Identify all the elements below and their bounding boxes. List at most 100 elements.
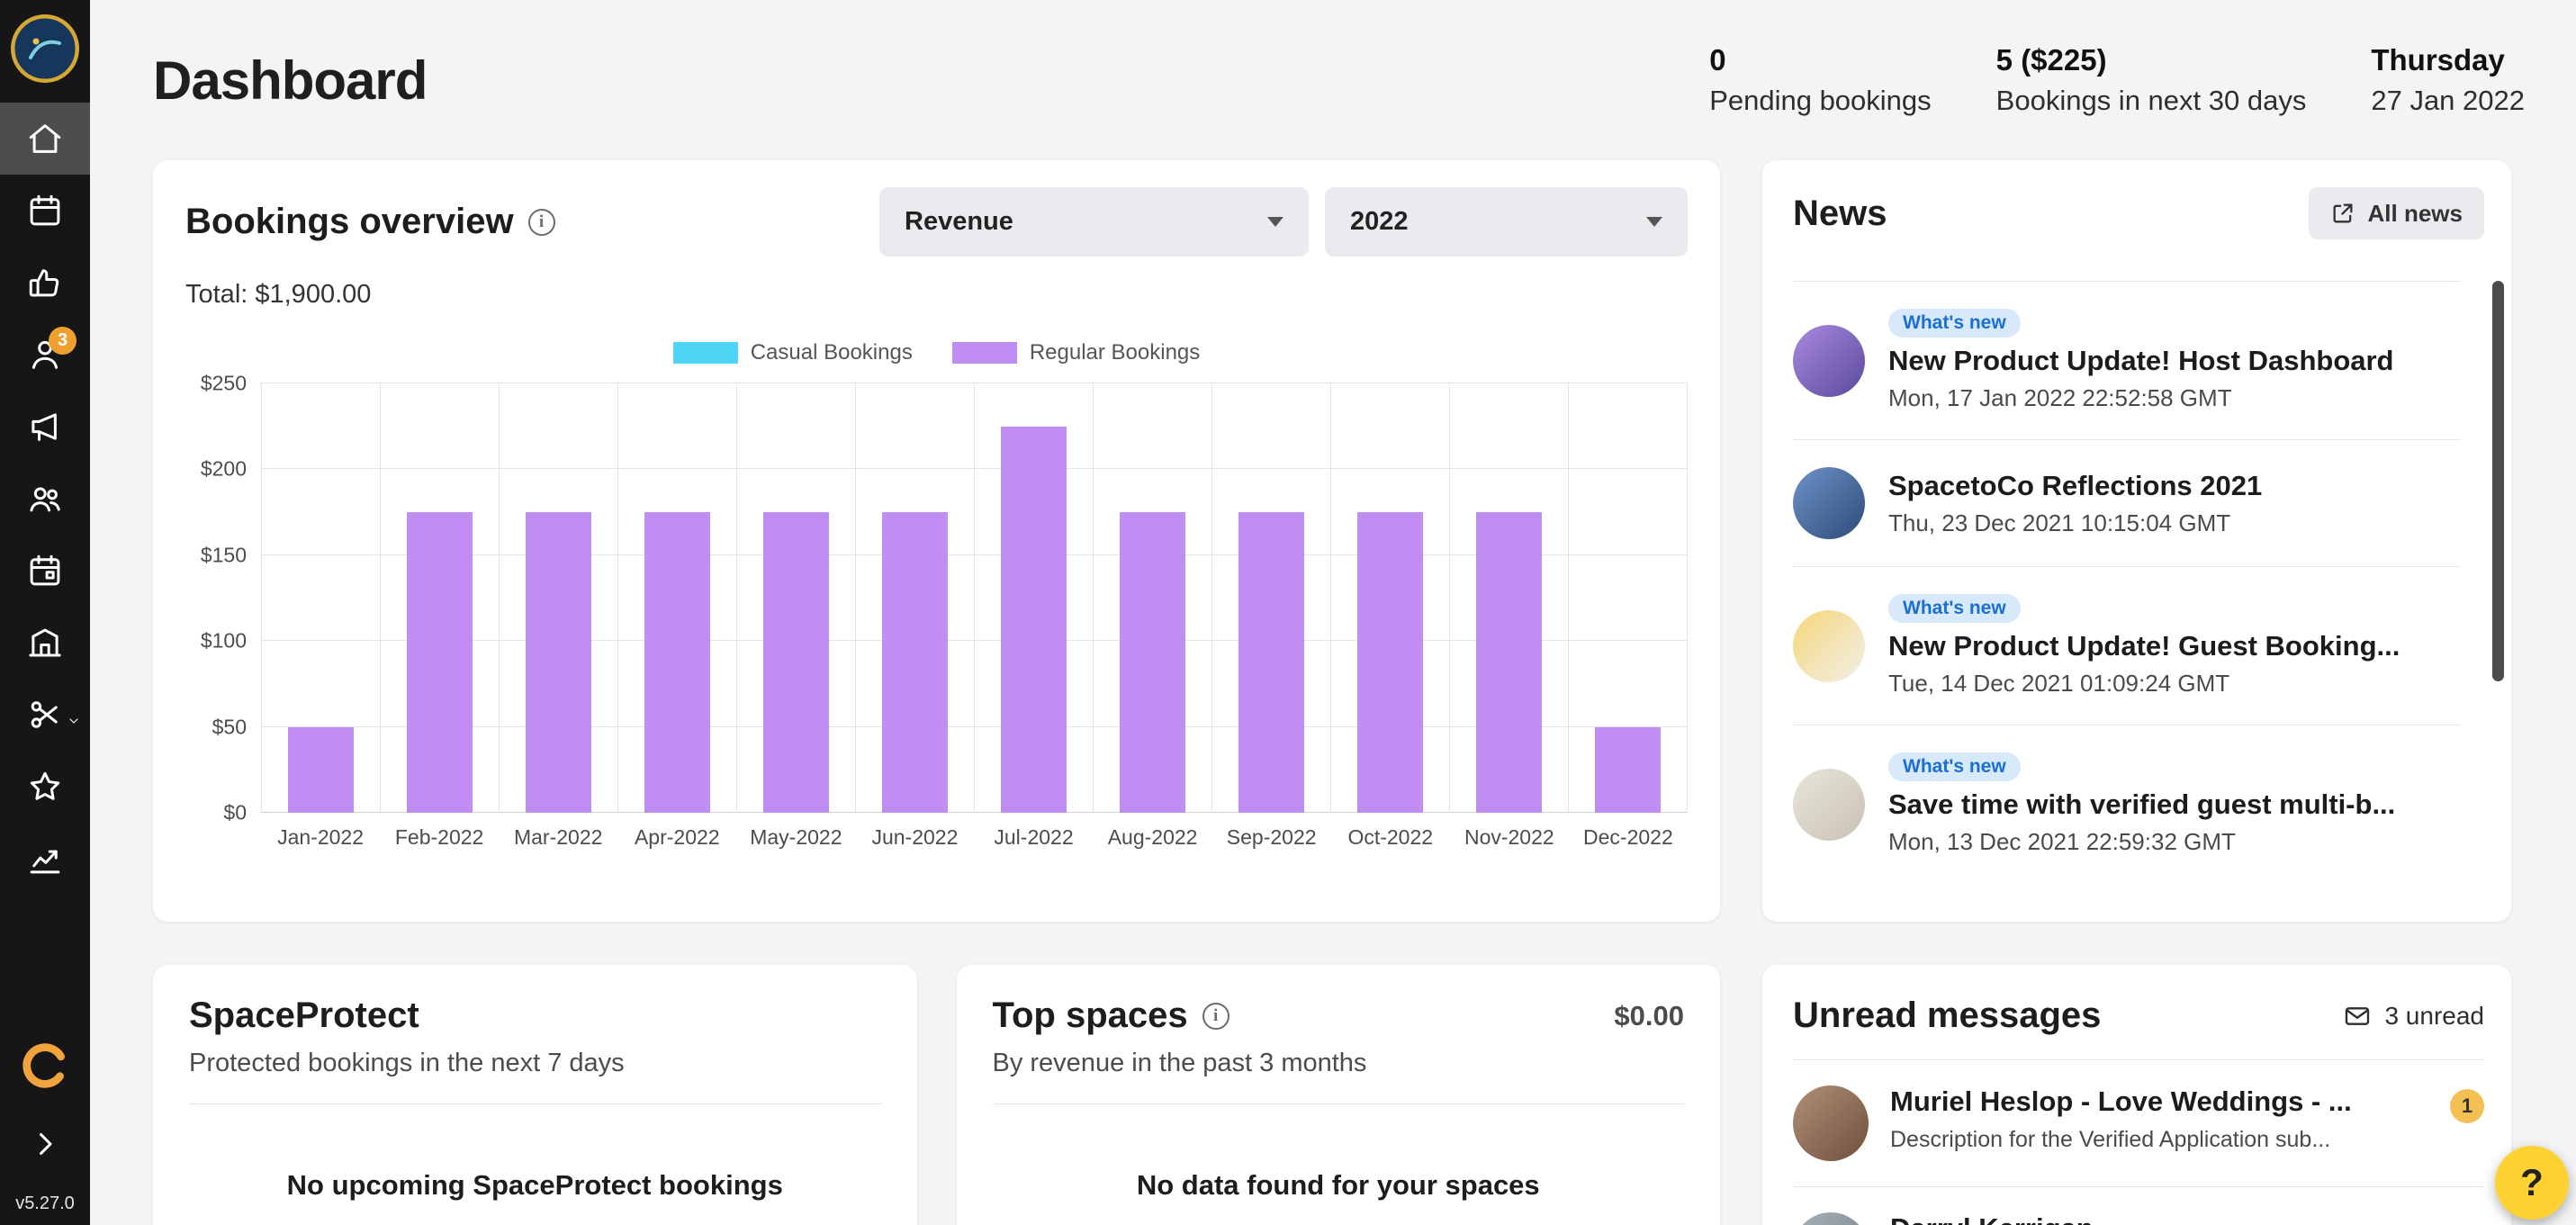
calendar-icon: [30, 194, 60, 226]
scissors-icon: [31, 701, 58, 728]
x-tick-label: May-2022: [750, 825, 842, 849]
y-tick-label: $200: [200, 456, 247, 481]
news-scrollbar[interactable]: [2492, 281, 2504, 681]
megaphone-icon: [32, 413, 57, 441]
chart-column: [499, 383, 617, 813]
sidebar-item-reports[interactable]: [0, 823, 90, 895]
message-sender: Muriel Heslop - Love Weddings - ...: [1890, 1085, 2352, 1117]
x-tick-label: Dec-2022: [1583, 825, 1673, 849]
news-item-date: Thu, 23 Dec 2021 10:15:04 GMT: [1888, 509, 2231, 536]
x-tick-label: Oct-2022: [1347, 825, 1434, 849]
chart-bar: [525, 512, 592, 813]
news-item-date: Tue, 14 Dec 2021 01:09:24 GMT: [1888, 670, 2230, 697]
chart-column: [1211, 383, 1330, 813]
bookings-overview-card: Bookings overview i Revenue 2022 Total: …: [153, 160, 1720, 922]
envelope-icon: [2346, 1006, 2370, 1025]
info-icon[interactable]: i: [527, 208, 555, 236]
x-tick-label: Nov-2022: [1464, 825, 1554, 849]
news-item[interactable]: SpacetoCo Reflections 2021 Thu, 23 Dec 20…: [1793, 439, 2461, 566]
sidebar-item-community[interactable]: [0, 463, 90, 535]
chart-column: [974, 383, 1093, 813]
chart-plot: [261, 383, 1688, 813]
sidebar-item-bookings[interactable]: [0, 535, 90, 607]
chart-bar: [406, 512, 473, 813]
chart-bar: [644, 512, 711, 813]
sidebar-item-announcements[interactable]: [0, 391, 90, 463]
chart-column: [1449, 383, 1568, 813]
y-tick-label: $100: [200, 628, 247, 653]
bookings-total: Total: $1,900.00: [185, 280, 372, 309]
whats-new-badge: What's new: [1888, 594, 2021, 623]
unread-count-label: 3 unread: [2384, 1001, 2484, 1030]
chart-x-axis: Jan-2022 Feb-2022 Mar-2022 Apr-2022 May-2022…: [261, 825, 1688, 850]
chevron-down-icon: [1267, 217, 1283, 227]
unread-messages-title: Unread messages: [1793, 995, 2102, 1035]
spacetoco-c-icon[interactable]: [19, 1040, 71, 1092]
chevron-down-icon: [67, 714, 81, 733]
chart-bar: [1356, 512, 1424, 813]
sidebar-expand-button[interactable]: [29, 1128, 61, 1165]
metric-select[interactable]: Revenue: [879, 187, 1309, 257]
stat-current-date: Thursday 27 Jan 2022: [2371, 43, 2525, 117]
y-tick-label: $50: [212, 715, 247, 739]
news-item-title: New Product Update! Host Dashboard: [1888, 345, 2394, 376]
sidebar-item-home[interactable]: [0, 103, 90, 175]
stat-label: Bookings in next 30 days: [1995, 85, 2307, 116]
message-avatar: [1793, 1085, 1869, 1161]
x-tick-label: Aug-2022: [1107, 825, 1198, 849]
stat-pending-bookings: 0 Pending bookings: [1709, 43, 1931, 117]
bottom-row-left: SpaceProtect Protected bookings in the n…: [153, 965, 1720, 1225]
chart-y-axis: $0 $50 $100 $150 $200 $250: [185, 372, 261, 824]
news-item[interactable]: What's new New Product Update! Guest Book…: [1793, 566, 2461, 725]
news-avatar: [1793, 609, 1865, 682]
stat-label: Pending bookings: [1709, 85, 1932, 116]
messages-list: Muriel Heslop - Love Weddings - ... Descr…: [1793, 1059, 2484, 1225]
news-item[interactable]: What's new New Product Update! Host Dashb…: [1793, 281, 2461, 439]
info-icon[interactable]: i: [1202, 1002, 1229, 1030]
news-item-title: New Product Update! Guest Booking...: [1888, 630, 2400, 662]
x-tick-label: Jan-2022: [277, 825, 364, 849]
message-item[interactable]: Muriel Heslop - Love Weddings - ... Descr…: [1793, 1059, 2484, 1186]
legend-item: Casual Bookings: [672, 340, 913, 365]
sidebar-item-contacts[interactable]: 3: [0, 319, 90, 391]
top-spaces-amount: $0.00: [1614, 999, 1684, 1031]
sidebar-item-favourites[interactable]: [0, 751, 90, 823]
news-item[interactable]: What's new Save time with verified guest …: [1793, 725, 2461, 883]
year-select[interactable]: 2022: [1325, 187, 1688, 257]
sidebar-item-approvals[interactable]: [0, 247, 90, 319]
message-avatar: [1793, 1212, 1869, 1225]
spacetoco-logo[interactable]: [11, 14, 79, 83]
chart-column: [1568, 383, 1688, 813]
calendar-event-icon: [30, 554, 60, 586]
all-news-button[interactable]: All news: [2308, 187, 2484, 239]
stat-value: Thursday: [2371, 43, 2505, 77]
external-link-icon: [2333, 203, 2353, 223]
help-button[interactable]: ?: [2495, 1146, 2569, 1220]
sidebar-item-tools[interactable]: [0, 679, 90, 751]
chart-column: [261, 383, 380, 813]
x-tick-label: Feb-2022: [394, 825, 484, 849]
page-header: Dashboard 0 Pending bookings 5 ($225) Bo…: [153, 0, 2525, 160]
chart-column: [380, 383, 499, 813]
chart-bar: [1594, 726, 1662, 813]
sidebar-item-calendar[interactable]: [0, 175, 90, 247]
stat-upcoming-bookings: 5 ($225) Bookings in next 30 days: [1996, 43, 2307, 117]
chart-legend: Casual Bookings Regular Bookings: [185, 340, 1688, 365]
message-sender: Darryl Kerrigan: [1890, 1212, 2484, 1225]
star-icon: [30, 771, 60, 800]
chevron-down-icon: [1646, 217, 1662, 227]
sidebar-item-spaces[interactable]: [0, 607, 90, 679]
chart-bar: [1238, 512, 1305, 813]
all-news-label: All news: [2367, 199, 2463, 227]
building-icon: [29, 628, 61, 657]
x-tick-label: Apr-2022: [634, 825, 720, 849]
chart-column: [1093, 383, 1211, 813]
home-icon: [29, 124, 61, 153]
whats-new-badge: What's new: [1888, 752, 2021, 781]
message-item[interactable]: Darryl Kerrigan: [1793, 1186, 2484, 1225]
top-spaces-empty: No data found for your spaces: [1136, 1169, 1540, 1201]
sidebar: 3 v5.27.: [0, 0, 90, 1225]
top-spaces-card: Top spaces i $0.00 By revenue in the pas…: [956, 965, 1720, 1225]
x-tick-label: Jun-2022: [871, 825, 959, 849]
y-tick-label: $0: [223, 800, 247, 824]
